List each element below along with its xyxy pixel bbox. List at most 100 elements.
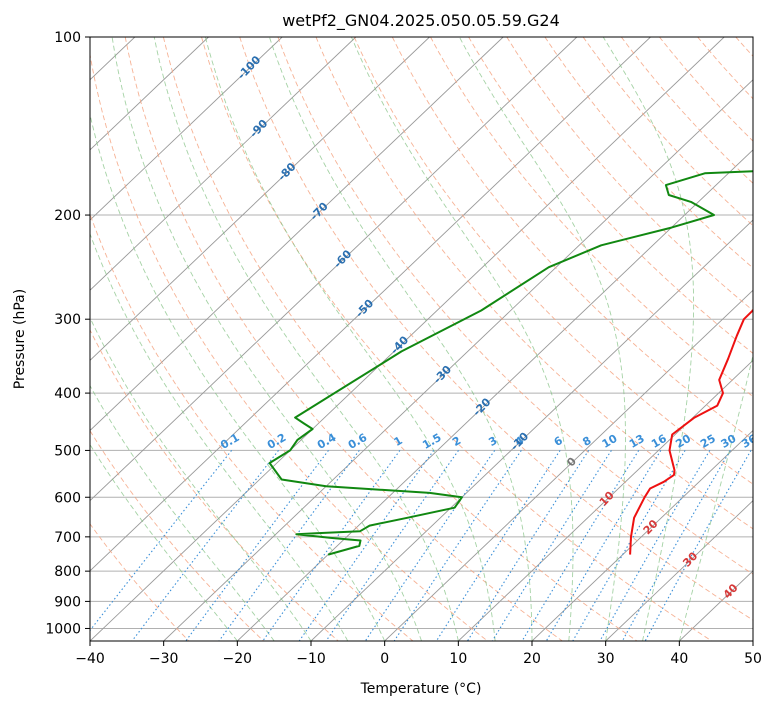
dry-adiabat [735,37,753,57]
axes: −40 −30 −20 −10 0 10 20 30 40 5010020030040050060… [45,30,762,667]
x-tick-label: 20 [523,651,541,667]
y-tick-label: 300 [54,312,81,328]
plot-frame [89,36,754,642]
skewed-isotherm [90,37,357,291]
mixing-ratio-label: 0.2 [265,431,288,452]
moist-adiabat [204,37,496,641]
moist-adiabat [90,112,386,641]
moist-adiabat [153,37,459,641]
moist-adiabat [350,37,574,641]
mixing-ratio-label: 0.4 [315,431,339,452]
dry-adiabat [544,37,753,269]
dry-adiabat [353,37,753,485]
skewed-isotherm [90,37,504,432]
mixing-ratio-line [364,450,496,641]
dry-adiabat [201,37,712,641]
moist-adiabat [90,384,275,641]
x-tick-label: −10 [296,651,326,667]
dewpoint-trace [268,170,753,556]
dry-adiabat [90,52,488,641]
mixing-ratio-label: 30 [719,432,739,451]
dry-adiabat [506,37,753,312]
skewed-isotherm [384,289,753,641]
dry-adiabat [659,37,753,142]
skewed-isotherm [163,79,753,641]
mixing-ratio-line [599,450,711,641]
mixing-ratio-line [572,450,686,641]
mixing-ratio-label: 36 [739,432,759,451]
moist-adiabat [602,37,695,641]
dry-adiabat [239,37,753,621]
mixing-ratio-line [644,450,752,641]
dry-adiabat [90,212,414,641]
mixing-ratio-line [467,450,590,641]
mixing-ratio-line [218,450,360,641]
dry-adiabat [90,329,339,641]
mixing-ratio-line [185,450,329,641]
mixing-ratio-line [298,450,435,641]
x-tick-label: −20 [223,651,253,667]
x-tick-label: −40 [75,651,105,667]
skewed-isotherm [90,37,209,151]
skewed-isotherm [90,37,430,361]
mixing-ratio-line [545,450,662,641]
mixing-ratio-line [621,450,731,641]
mixing-ratio-label: 8 [580,434,593,449]
dry-adiabat [582,37,753,227]
plot-area: 0.1 0.2 0.4 0.6 1 1.5 2 3 4 6 8 10 13 16 20 25 30 36-100-… [0,37,759,641]
x-tick-label: 50 [744,651,762,667]
mixing-ratio-label: 3 [486,434,499,449]
mixing-ratio-line [491,450,612,641]
x-tick-label: 40 [670,651,688,667]
mixing-ratio-label: 25 [698,432,718,451]
y-tick-label: 1000 [45,621,81,637]
dry-adiabat [391,37,753,441]
mixing-ratio-label: 20 [673,432,693,451]
x-tick-label: 10 [449,651,467,667]
mixing-ratio-line [393,450,522,641]
y-tick-label: 700 [54,530,81,546]
dry-adiabat [315,37,753,530]
mixing-ratio-label: 1 [392,434,405,449]
skewed-isotherm [90,37,283,221]
isotherm-label: -100 [235,53,264,82]
isotherm-label: 0 [564,455,579,470]
moist-adiabat [90,232,349,641]
mixing-ratio-label: 10 [600,432,620,451]
y-tick-label: 800 [54,564,81,580]
skewed-isotherm [90,37,578,502]
y-tick-label: 600 [54,490,81,506]
dry-adiabat [90,523,190,641]
y-tick-label: 400 [54,386,81,402]
y-tick-label: 200 [54,208,81,224]
skewed-isotherm [90,37,725,641]
chart-title: wetPf2_GN04.2025.050.05.59.G24 [282,11,560,31]
mixing-ratio-label: 1.5 [420,431,443,452]
moist-adiabat [678,353,753,641]
mixing-ratio-label: 16 [649,432,669,451]
skewed-isotherm [752,640,753,641]
dry-adiabat [430,37,753,398]
y-tick-label: 100 [54,30,81,46]
skewed-isotherm [458,359,753,641]
mixing-ratio-line [435,450,561,641]
x-axis-label: Temperature (°C) [360,681,482,697]
skewed-isotherm [531,429,753,641]
moist-adiabat [268,37,533,641]
x-tick-label: 30 [597,651,615,667]
moist-adiabat [90,316,312,641]
mixing-ratio-line [325,450,459,641]
skewed-isotherm [679,570,753,641]
y-tick-label: 500 [54,443,81,459]
x-tick-label: −30 [149,651,179,667]
dry-adiabat [620,37,753,184]
mixing-ratio-line [521,450,640,641]
y-axis-label: Pressure (hPa) [12,289,28,389]
moist-adiabat [459,37,626,641]
skewed-isotherm [0,37,61,641]
y-tick-label: 900 [54,594,81,610]
mixing-ratio-label: 6 [552,434,565,449]
skewed-isotherm [605,500,753,641]
temperature-trace [629,308,753,555]
